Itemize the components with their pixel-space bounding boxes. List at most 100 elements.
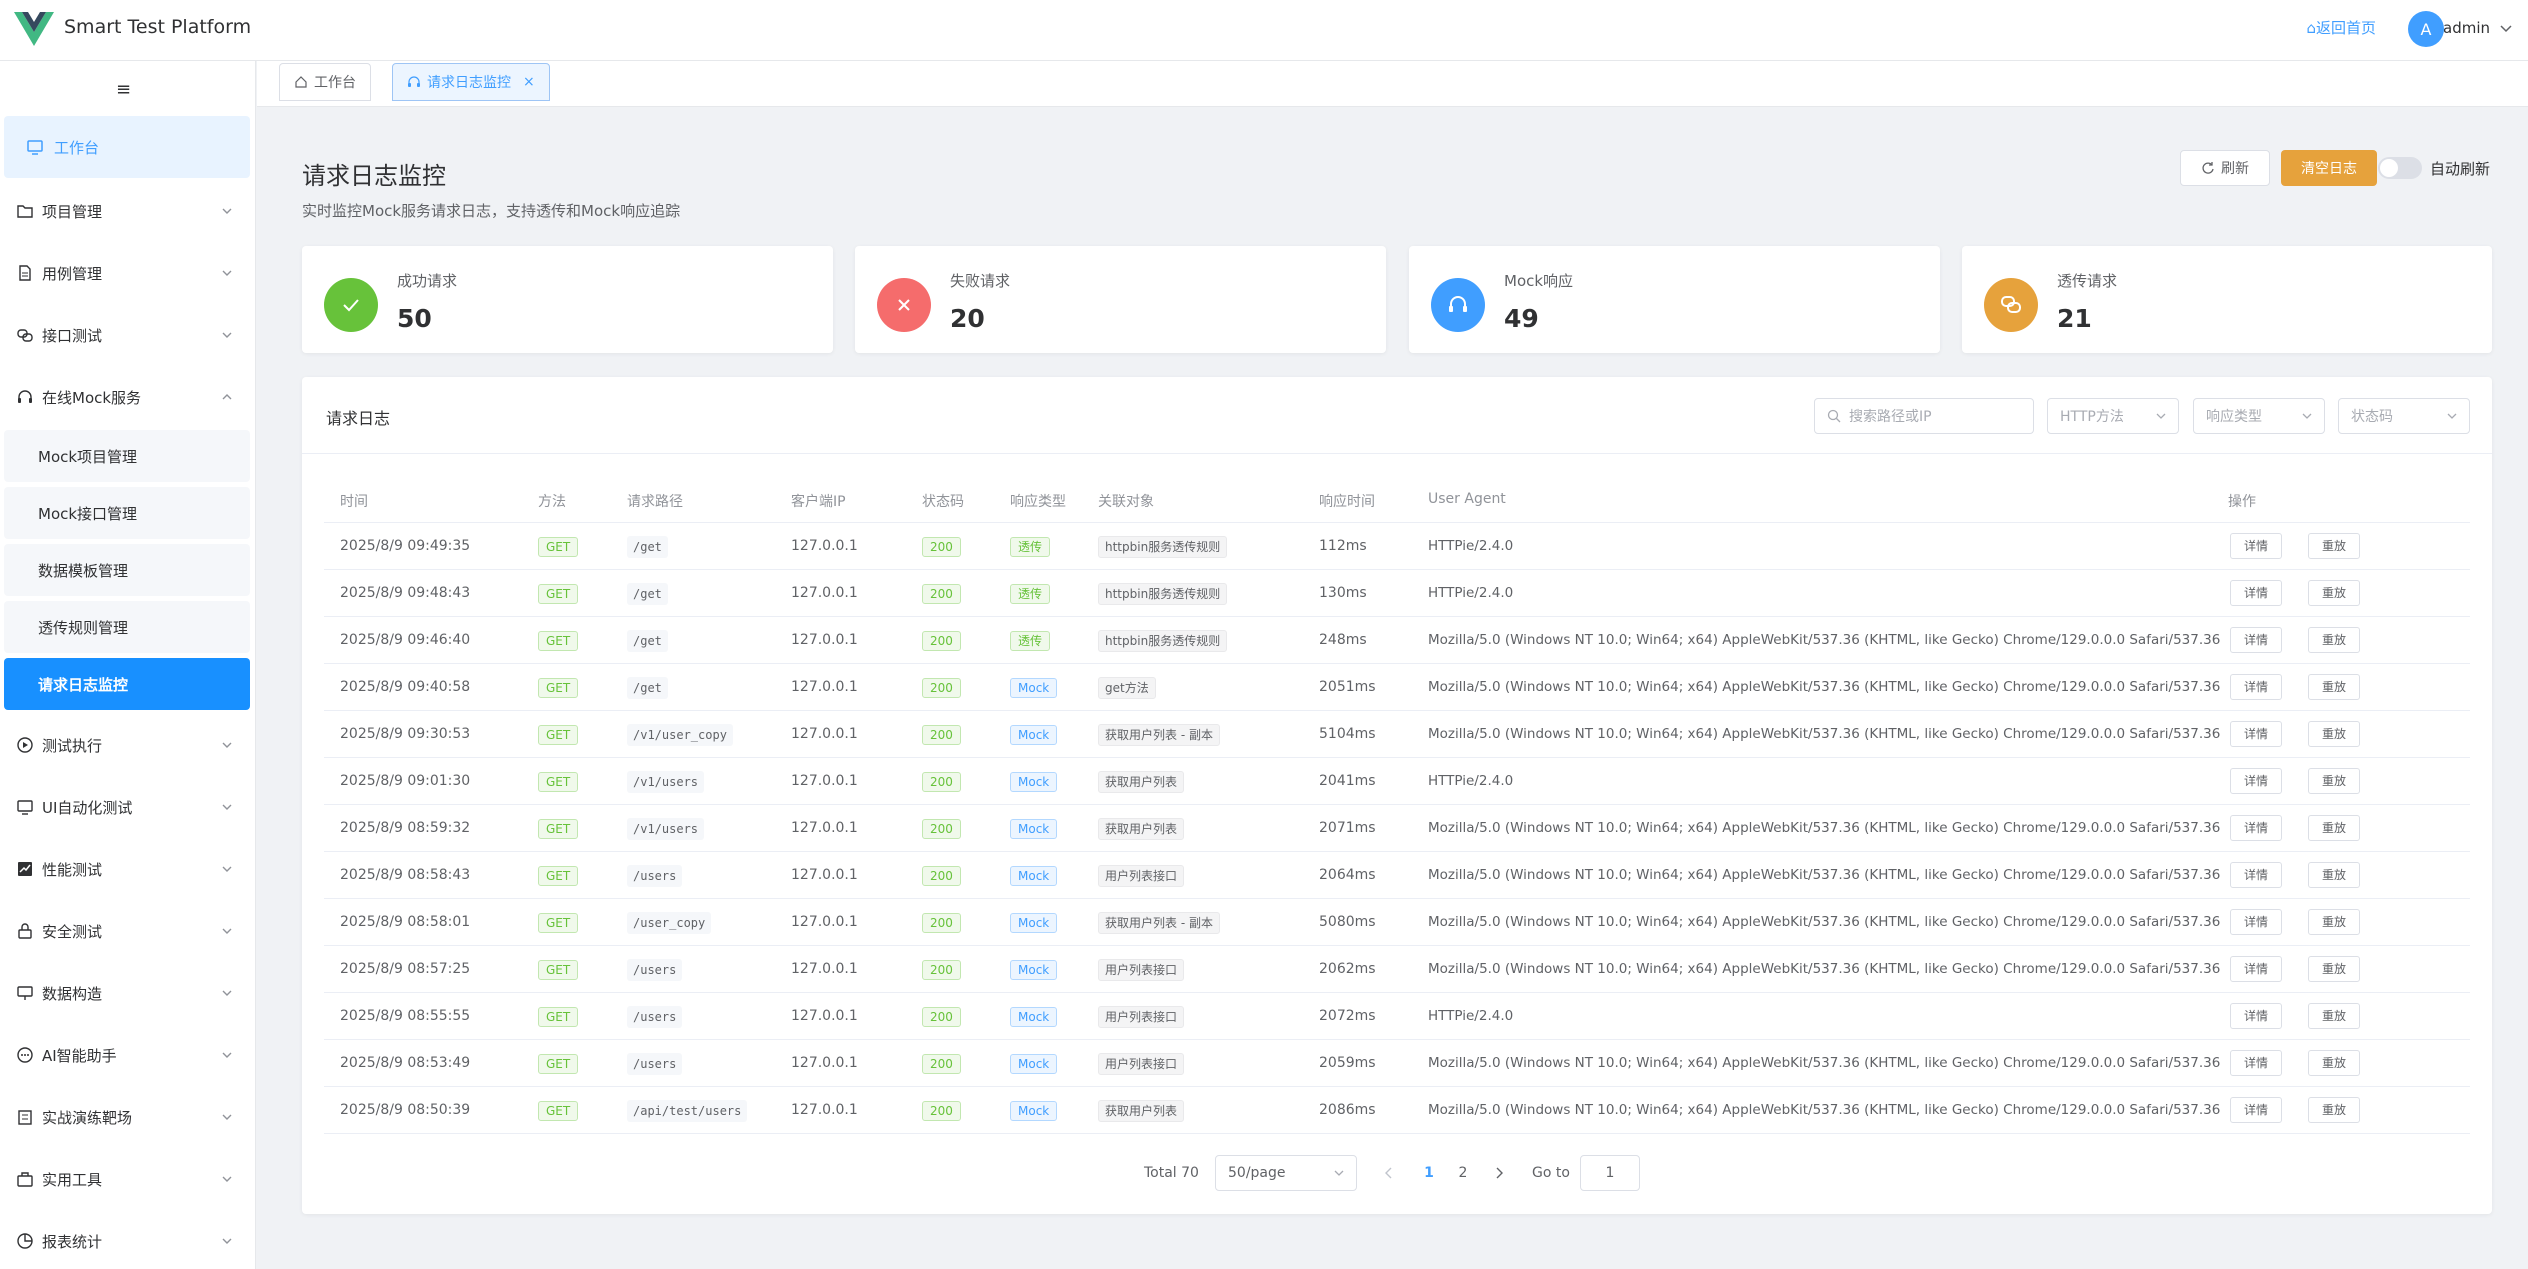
cell-user-agent: Mozilla/5.0 (Windows NT 10.0; Win64; x64… xyxy=(1428,914,2221,930)
cell-ip: 127.0.0.1 xyxy=(791,1008,858,1024)
sidebar-item-label: 数据构造 xyxy=(42,984,103,1003)
sidebar-item-security[interactable]: 安全测试 xyxy=(0,902,256,960)
sidebar-item-api-test[interactable]: 接口测试 xyxy=(0,306,256,364)
table-row: 2025/8/9 08:58:43 GET/users 127.0.0.1 200 Mo… xyxy=(324,852,2470,899)
column-header: 客户端IP xyxy=(791,494,846,510)
tab-request-logs[interactable]: 请求日志监控 × xyxy=(392,63,550,101)
cell-target: 获取用户列表 - 副本 xyxy=(1098,912,1220,934)
sidebar-subitem-mock-projects[interactable]: Mock项目管理 xyxy=(4,430,250,482)
home-link[interactable]: ⌂返回首页 xyxy=(2306,19,2376,37)
page-size-select[interactable]: 50/page xyxy=(1215,1155,1357,1191)
replay-button[interactable]: 重放 xyxy=(2308,627,2360,653)
sidebar-item-workbench[interactable]: 工作台 xyxy=(4,116,250,178)
cell-ip: 127.0.0.1 xyxy=(791,538,858,554)
chevron-left-icon[interactable] xyxy=(1382,1165,1396,1181)
sidebar-item-performance[interactable]: 性能测试 xyxy=(0,840,256,898)
auto-refresh-toggle[interactable] xyxy=(2378,157,2422,179)
detail-button[interactable]: 详情 xyxy=(2230,1050,2282,1076)
cell-duration: 2059ms xyxy=(1319,1055,1376,1071)
replay-button[interactable]: 重放 xyxy=(2308,956,2360,982)
sidebar-item-data-construction[interactable]: 数据构造 xyxy=(0,964,256,1022)
cell-duration: 2041ms xyxy=(1319,773,1376,789)
tab-label: 工作台 xyxy=(314,75,356,91)
replay-button[interactable]: 重放 xyxy=(2308,1003,2360,1029)
response-type-badge: 透传 xyxy=(1010,584,1051,604)
status-badge: 200 xyxy=(922,960,961,980)
detail-button[interactable]: 详情 xyxy=(2230,674,2282,700)
user-name[interactable]: admin xyxy=(2443,19,2490,37)
close-icon[interactable]: × xyxy=(523,74,535,90)
http-method-select[interactable]: HTTP方法 xyxy=(2047,398,2179,434)
cell-duration: 5104ms xyxy=(1319,726,1376,742)
detail-button[interactable]: 详情 xyxy=(2230,580,2282,606)
cell-user-agent: Mozilla/5.0 (Windows NT 10.0; Win64; x64… xyxy=(1428,1102,2221,1118)
goto-page-input[interactable]: 1 xyxy=(1580,1155,1640,1191)
sidebar-item-practice-range[interactable]: 实战演练靶场 xyxy=(0,1088,256,1146)
sidebar-subitem-request-logs[interactable]: 请求日志监控 xyxy=(4,658,250,710)
chevron-down-icon xyxy=(2156,413,2166,419)
cell-target: 用户列表接口 xyxy=(1098,1006,1185,1028)
column-header: 操作 xyxy=(2228,494,2256,510)
replay-button[interactable]: 重放 xyxy=(2308,768,2360,794)
chevron-down-icon[interactable] xyxy=(2498,20,2514,36)
tab-workbench[interactable]: 工作台 xyxy=(279,63,371,101)
monitor-icon xyxy=(27,140,43,155)
detail-button[interactable]: 详情 xyxy=(2230,956,2282,982)
sidebar-item-reports[interactable]: 报表统计 xyxy=(0,1212,256,1269)
detail-button[interactable]: 详情 xyxy=(2230,1097,2282,1123)
search-input[interactable]: 搜索路径或IP xyxy=(1814,398,2034,434)
sidebar-item-ui-automation[interactable]: UI自动化测试 xyxy=(0,778,256,836)
refresh-button[interactable]: 刷新 xyxy=(2180,150,2270,186)
sidebar-item-tools[interactable]: 实用工具 xyxy=(0,1150,256,1208)
detail-button[interactable]: 详情 xyxy=(2230,1003,2282,1029)
sidebar-item-projects[interactable]: 项目管理 xyxy=(0,182,256,240)
replay-button[interactable]: 重放 xyxy=(2308,1097,2360,1123)
chevron-down-icon xyxy=(222,1238,232,1244)
replay-button[interactable]: 重放 xyxy=(2308,533,2360,559)
replay-button[interactable]: 重放 xyxy=(2308,674,2360,700)
detail-button[interactable]: 详情 xyxy=(2230,533,2282,559)
sidebar-subitem-data-templates[interactable]: 数据模板管理 xyxy=(4,544,250,596)
sidebar-item-cases[interactable]: 用例管理 xyxy=(0,244,256,302)
avatar[interactable]: A xyxy=(2408,11,2444,47)
status-code-select[interactable]: 状态码 xyxy=(2338,398,2470,434)
replay-button[interactable]: 重放 xyxy=(2308,580,2360,606)
menu-collapse-icon[interactable]: ≡ xyxy=(116,79,132,100)
chevron-down-icon xyxy=(222,208,232,214)
cell-time: 2025/8/9 08:50:39 xyxy=(340,1102,471,1118)
page-number[interactable]: 2 xyxy=(1458,1165,1468,1181)
sidebar-item-label: 接口测试 xyxy=(42,326,103,345)
detail-button[interactable]: 详情 xyxy=(2230,862,2282,888)
detail-button[interactable]: 详情 xyxy=(2230,909,2282,935)
sidebar-item-label: 在线Mock服务 xyxy=(42,388,142,407)
response-type-badge: Mock xyxy=(1010,725,1058,745)
detail-button[interactable]: 详情 xyxy=(2230,768,2282,794)
cell-time: 2025/8/9 08:58:43 xyxy=(340,867,471,883)
cell-path: /users xyxy=(627,865,683,887)
sidebar-item-test-execution[interactable]: 测试执行 xyxy=(0,716,256,774)
sidebar-subitem-label: 透传规则管理 xyxy=(38,618,129,637)
page-number-active[interactable]: 1 xyxy=(1424,1165,1434,1181)
response-type-select[interactable]: 响应类型 xyxy=(2193,398,2325,434)
sidebar-item-label: 用例管理 xyxy=(42,264,103,283)
detail-button[interactable]: 详情 xyxy=(2230,627,2282,653)
table-row: 2025/8/9 08:50:39 GET/api/test/users 127.0… xyxy=(324,1087,2470,1134)
replay-button[interactable]: 重放 xyxy=(2308,721,2360,747)
cell-time: 2025/8/9 09:30:53 xyxy=(340,726,471,742)
sidebar-subitem-mock-apis[interactable]: Mock接口管理 xyxy=(4,487,250,539)
sidebar-subitem-passthrough-rules[interactable]: 透传规则管理 xyxy=(4,601,250,653)
clear-logs-button[interactable]: 清空日志 xyxy=(2281,150,2377,186)
sidebar-item-mock-service[interactable]: 在线Mock服务 xyxy=(0,368,256,426)
pie-chart-icon xyxy=(17,1233,33,1249)
sidebar-item-ai-assistant[interactable]: AI智能助手 xyxy=(0,1026,256,1084)
replay-button[interactable]: 重放 xyxy=(2308,815,2360,841)
detail-button[interactable]: 详情 xyxy=(2230,815,2282,841)
cell-time: 2025/8/9 09:01:30 xyxy=(340,773,471,789)
detail-button[interactable]: 详情 xyxy=(2230,721,2282,747)
replay-button[interactable]: 重放 xyxy=(2308,909,2360,935)
replay-button[interactable]: 重放 xyxy=(2308,1050,2360,1076)
sidebar-subitem-label: 数据模板管理 xyxy=(38,561,129,580)
chevron-right-icon[interactable] xyxy=(1492,1165,1506,1181)
cell-user-agent: HTTPie/2.4.0 xyxy=(1428,585,1514,601)
replay-button[interactable]: 重放 xyxy=(2308,862,2360,888)
